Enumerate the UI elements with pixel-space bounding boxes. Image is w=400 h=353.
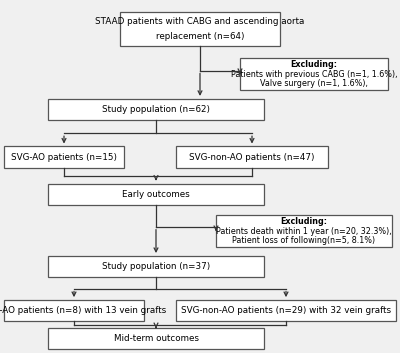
Text: Mid-term outcomes: Mid-term outcomes xyxy=(114,334,198,343)
FancyBboxPatch shape xyxy=(48,328,264,349)
FancyBboxPatch shape xyxy=(176,146,328,168)
Text: SVG-AO patients (n=8) with 13 vein grafts: SVG-AO patients (n=8) with 13 vein graft… xyxy=(0,306,167,315)
Text: SVG-non-AO patients (n=47): SVG-non-AO patients (n=47) xyxy=(189,152,315,162)
Text: Valve surgery (n=1, 1.6%),: Valve surgery (n=1, 1.6%), xyxy=(260,79,368,88)
Text: replacement (n=64): replacement (n=64) xyxy=(156,32,244,41)
Text: Patients death within 1 year (n=20, 32.3%),: Patients death within 1 year (n=20, 32.3… xyxy=(216,227,392,236)
Text: Patient loss of following(n=5, 8.1%): Patient loss of following(n=5, 8.1%) xyxy=(232,237,376,245)
Text: Patients with previous CABG (n=1, 1.6%),: Patients with previous CABG (n=1, 1.6%), xyxy=(231,70,397,79)
FancyBboxPatch shape xyxy=(4,300,144,321)
Text: SVG-AO patients (n=15): SVG-AO patients (n=15) xyxy=(11,152,117,162)
FancyBboxPatch shape xyxy=(48,184,264,205)
Text: Early outcomes: Early outcomes xyxy=(122,190,190,199)
Text: Excluding:: Excluding: xyxy=(280,217,328,226)
FancyBboxPatch shape xyxy=(216,215,392,247)
Text: Study population (n=62): Study population (n=62) xyxy=(102,105,210,114)
FancyBboxPatch shape xyxy=(48,99,264,120)
FancyBboxPatch shape xyxy=(48,256,264,277)
FancyBboxPatch shape xyxy=(240,58,388,90)
FancyBboxPatch shape xyxy=(176,300,396,321)
Text: Excluding:: Excluding: xyxy=(290,60,338,69)
Text: Study population (n=37): Study population (n=37) xyxy=(102,262,210,271)
FancyBboxPatch shape xyxy=(120,12,280,46)
FancyBboxPatch shape xyxy=(4,146,124,168)
Text: SVG-non-AO patients (n=29) with 32 vein grafts: SVG-non-AO patients (n=29) with 32 vein … xyxy=(181,306,391,315)
Text: STAAD patients with CABG and ascending aorta: STAAD patients with CABG and ascending a… xyxy=(95,17,305,26)
